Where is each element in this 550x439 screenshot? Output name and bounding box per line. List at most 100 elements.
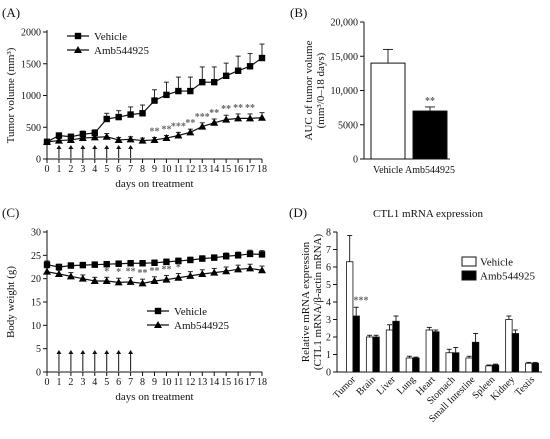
data-point xyxy=(199,78,206,86)
bar xyxy=(412,110,448,160)
data-point xyxy=(90,277,99,284)
y-tick-label: 3 xyxy=(326,315,331,326)
bar xyxy=(465,357,473,373)
dosing-arrow-head xyxy=(56,145,62,149)
significance-mark: ** xyxy=(150,266,160,277)
bar xyxy=(525,362,533,373)
significance-mark: * xyxy=(176,263,181,274)
dosing-arrow-head xyxy=(80,350,86,354)
bar xyxy=(511,333,520,373)
data-point xyxy=(55,263,63,271)
legend-marker xyxy=(74,32,82,40)
y-tick-label: 0 xyxy=(36,368,41,379)
data-point xyxy=(150,277,159,284)
x-tick-label: 9 xyxy=(152,377,157,388)
y-tick-label: 0 xyxy=(326,368,331,379)
dosing-arrow-head xyxy=(116,145,122,149)
x-tick-label: 1 xyxy=(56,164,61,175)
x-tick-label: 2 xyxy=(68,377,73,388)
data-point xyxy=(78,274,87,282)
x-tick-label: 4 xyxy=(92,164,97,175)
x-tick-label: 13 xyxy=(197,164,207,175)
y-axis-label-line1: Relative mRNA expression xyxy=(300,241,312,362)
data-point xyxy=(103,261,110,268)
data-point xyxy=(234,114,243,122)
dosing-arrow-head xyxy=(116,350,122,354)
category-label: Vehicle xyxy=(373,165,404,176)
y-tick-label: 1000 xyxy=(21,91,41,102)
x-tick-label: 10 xyxy=(161,377,171,388)
bar xyxy=(385,329,394,373)
data-point xyxy=(186,271,195,279)
y-tick-label: 10,000 xyxy=(331,86,359,97)
x-tick-label: 14 xyxy=(209,164,219,175)
x-tick-label: 14 xyxy=(209,377,219,388)
bar xyxy=(491,364,500,373)
data-point xyxy=(66,135,75,143)
data-point xyxy=(151,97,158,104)
data-point xyxy=(102,132,111,140)
data-point xyxy=(163,258,170,266)
x-tick-label: 9 xyxy=(152,164,157,175)
data-point xyxy=(174,131,183,139)
x-tick-label: 11 xyxy=(174,164,184,175)
y-tick-label: 5 xyxy=(36,344,41,355)
legend-marker xyxy=(154,307,162,315)
x-tick-label: 7 xyxy=(128,377,133,388)
dosing-arrow-head xyxy=(80,145,86,149)
x-tick-label: 16 xyxy=(233,377,243,388)
bar xyxy=(365,336,374,373)
y-tick-label: 0 xyxy=(36,155,41,166)
dosing-arrow-head xyxy=(56,350,62,354)
bar xyxy=(452,352,460,373)
x-tick-label: 5 xyxy=(104,377,109,388)
bar xyxy=(485,365,493,373)
y-tick-label: 1500 xyxy=(21,59,41,70)
y-axis-label: Tumor volume (mm³) xyxy=(5,47,17,143)
significance-mark: ** xyxy=(138,268,148,279)
y-tick-label: 10 xyxy=(31,321,41,332)
y-tick-label: 6 xyxy=(326,263,331,274)
legend-label: Vehicle xyxy=(174,306,207,318)
category-label: Liver xyxy=(375,374,399,398)
data-point xyxy=(138,279,147,287)
y-tick-label: 20 xyxy=(31,274,41,285)
series-triangle xyxy=(43,263,266,287)
data-point xyxy=(210,268,219,276)
y-tick-label: 2000 xyxy=(21,28,41,39)
data-point xyxy=(43,137,51,145)
legend: Vehicle Amb544925 xyxy=(147,306,230,332)
x-tick-label: 16 xyxy=(233,164,243,175)
x-tick-label: 8 xyxy=(140,164,145,175)
bar xyxy=(505,319,513,373)
data-point xyxy=(222,253,230,260)
bar xyxy=(370,62,406,160)
data-point xyxy=(139,110,146,117)
bar xyxy=(471,341,480,373)
y-tick-label: 5000 xyxy=(338,120,358,131)
dosing-arrow-head xyxy=(68,145,74,149)
y-tick-label: 30 xyxy=(31,228,41,239)
category-label: Lung xyxy=(395,374,418,397)
significance-mark: ** xyxy=(209,108,219,119)
data-point xyxy=(55,132,63,139)
significance-mark: ** xyxy=(126,267,136,278)
data-point xyxy=(103,115,110,123)
bar xyxy=(405,357,414,373)
data-point xyxy=(126,277,135,285)
bar xyxy=(531,362,539,373)
y-tick-label: 25 xyxy=(31,251,41,262)
data-point xyxy=(163,91,170,99)
significance-mark: * xyxy=(116,267,121,278)
series-square xyxy=(43,249,266,271)
data-point xyxy=(234,67,242,74)
significance-mark: *** xyxy=(195,112,210,123)
data-point xyxy=(54,270,63,277)
data-point xyxy=(198,122,207,130)
data-point xyxy=(199,255,206,262)
data-point xyxy=(175,87,182,95)
legend-label: Vehicle xyxy=(94,31,127,43)
significance-mark: * xyxy=(104,266,109,277)
bar xyxy=(346,261,354,373)
